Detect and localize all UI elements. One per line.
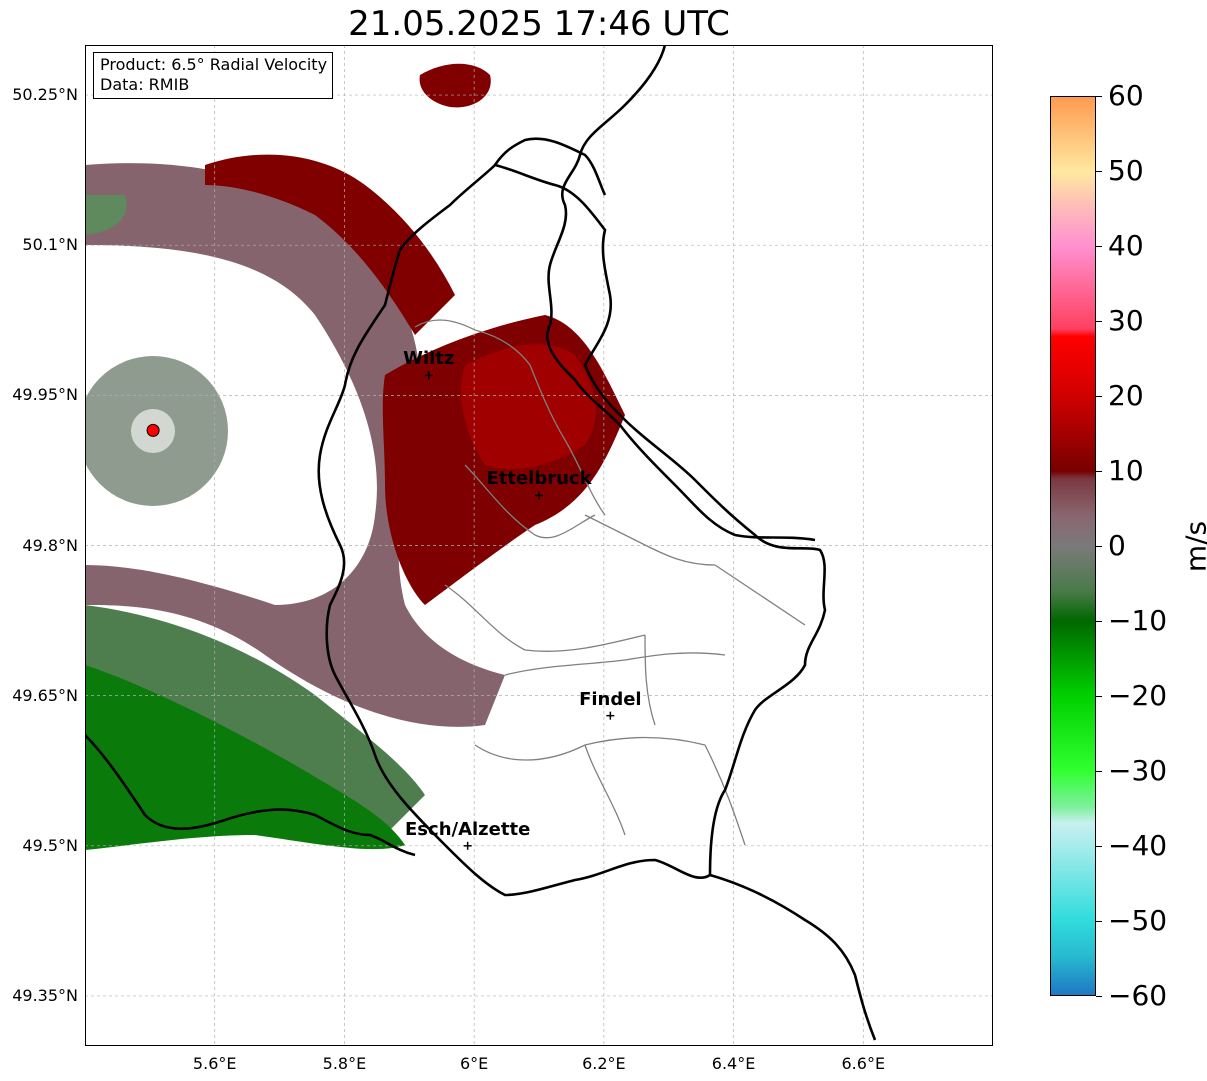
lat-tick-label: 49.65°N [12,685,78,705]
colorbar-tick-mark [1096,996,1102,997]
border-southwest [85,734,416,857]
colorbar-tick-mark [1096,96,1102,97]
colorbar-tick-mark [1096,696,1102,697]
lon-tick-label: 5.8°E [322,1054,367,1073]
map-frame-border [85,45,993,1046]
echo-green-west [85,195,127,235]
colorbar-tick-mark [1096,171,1102,172]
border-southeast [709,873,877,1041]
city-label: Ettelbruck [486,468,592,490]
city-marker [424,371,433,380]
colorbar-tick-label: 60 [1108,79,1144,112]
lon-tick-label: 6°E [459,1054,489,1073]
colorbar-tick-mark [1096,321,1102,322]
lat-tick-label: 50.25°N [12,85,78,105]
colorbar-tick-label: −10 [1108,604,1168,637]
colorbar-tick-label: 30 [1108,304,1144,337]
echo-green-mid [85,605,425,835]
lon-tick-label: 5.6°E [192,1054,237,1073]
colorbar-tick-label: 50 [1108,154,1144,187]
colorbar-tick-mark [1096,246,1102,247]
echo-red-storm-core [461,344,596,469]
canton-boundaries [414,319,806,846]
colorbar-tick-label: −20 [1108,679,1168,712]
colorbar-tick-mark [1096,846,1102,847]
lon-tick-label: 6.6°E [841,1054,886,1073]
echo-green-far [85,665,405,850]
colorbar-tick-label: 0 [1108,529,1126,562]
colorbar-tick-mark [1096,396,1102,397]
border-luxembourg [317,163,827,897]
colorbar-unit-label: m/s [1179,520,1207,573]
border-east [546,45,816,542]
border-north-loop [493,137,607,196]
colorbar [1050,96,1096,996]
velocity-echoes [85,63,625,850]
lat-tick-label: 49.95°N [12,385,78,405]
colorbar-tick-mark [1096,471,1102,472]
city-marker [606,711,615,720]
map-canvas[interactable] [85,45,993,1046]
colorbar-tick-label: 40 [1108,229,1144,262]
city-marker [463,841,472,850]
colorbar-tick-mark [1096,546,1102,547]
colorbar-tick-label: 10 [1108,454,1144,487]
lat-tick-label: 49.5°N [22,835,78,855]
radar-map[interactable] [85,45,993,1046]
lon-tick-label: 6.4°E [711,1054,756,1073]
colorbar-tick-mark [1096,771,1102,772]
city-label: Esch/Alzette [405,818,531,840]
national-borders [85,45,877,1041]
echo-red-top [419,63,491,108]
lat-tick-label: 49.35°N [12,985,78,1005]
colorbar-tick-label: −50 [1108,904,1168,937]
data-source-label: Data: RMIB [100,75,190,94]
colorbar-tick-mark [1096,921,1102,922]
radar-site-marker[interactable] [146,423,160,437]
lat-tick-label: 50.1°N [22,235,78,255]
echo-red-north [205,154,455,335]
colorbar-tick-mark [1096,621,1102,622]
city-markers [424,371,615,850]
colorbar-tick-label: −60 [1108,979,1168,1012]
colorbar-tick-label: 20 [1108,379,1144,412]
product-info-box: Product: 6.5° Radial Velocity Data: RMIB [93,52,334,99]
city-label: Wiltz [403,348,455,370]
colorbar-tick-label: −30 [1108,754,1168,787]
city-label: Findel [579,688,642,710]
product-label: Product: 6.5° Radial Velocity [100,55,328,74]
lon-tick-label: 6.2°E [582,1054,626,1073]
colorbar-tick-label: −40 [1108,829,1168,862]
city-marker [535,491,543,500]
lat-tick-label: 49.8°N [22,535,78,555]
map-title: 21.05.2025 17:46 UTC [348,4,730,44]
